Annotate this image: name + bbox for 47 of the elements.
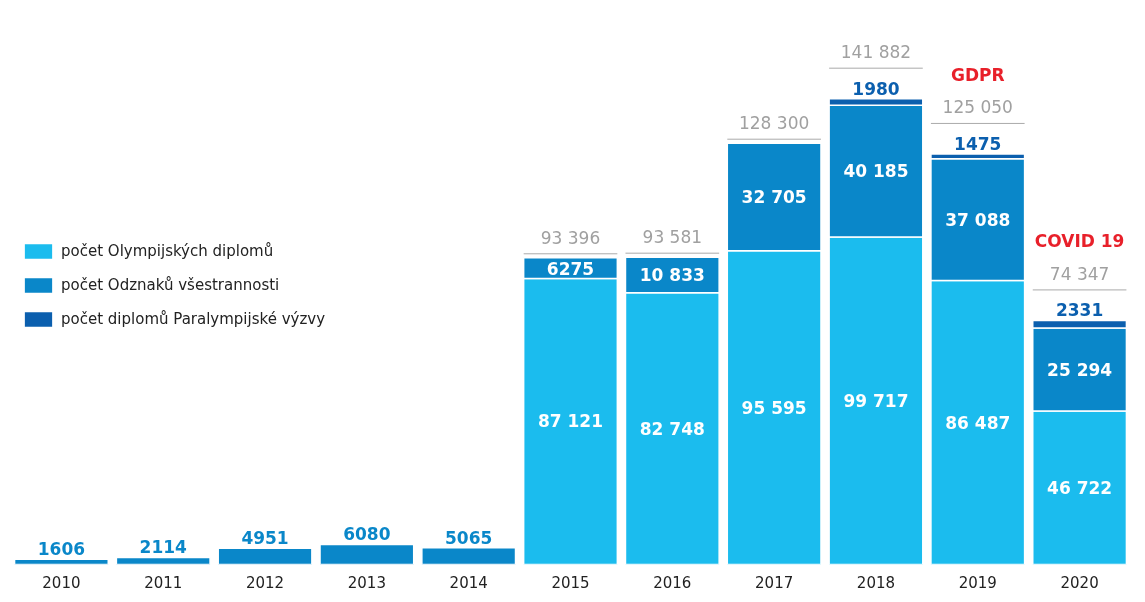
data-label: 6275	[546, 258, 595, 279]
data-label: 82 748	[639, 418, 705, 439]
legend-label: počet Odznaků všestrannosti	[61, 275, 280, 294]
data-label: 10 833	[639, 265, 705, 286]
data-label: 25 294	[1047, 359, 1113, 380]
x-tick-label: 2018	[856, 573, 896, 592]
x-tick-label: 2019	[958, 573, 997, 592]
data-label: 1475	[954, 133, 1002, 154]
data-label: 95 595	[741, 397, 807, 418]
x-tick-label: 2013	[347, 573, 386, 592]
x-tick-label: 2010	[42, 573, 81, 592]
data-label: 2331	[1055, 300, 1104, 321]
data-label: 32 705	[741, 186, 807, 207]
bar	[13, 558, 109, 565]
x-tick-label: 2014	[449, 573, 488, 592]
data-label: 40 185	[843, 161, 909, 182]
legend-label: počet diplomů Paralympijské výzvy	[61, 309, 326, 328]
data-label: 87 121	[537, 411, 604, 432]
total-label: 128 300	[738, 113, 810, 134]
total-label: 125 050	[942, 97, 1013, 118]
data-label: 1980	[852, 78, 900, 99]
total-label: 141 882	[840, 42, 912, 63]
annotation: COVID 19	[1034, 231, 1125, 252]
bar	[421, 547, 517, 565]
data-label: 4951	[241, 528, 289, 549]
x-tick-label: 2017	[755, 573, 794, 592]
x-tick-label: 2020	[1060, 573, 1099, 592]
bar	[115, 556, 211, 565]
text: GDPR	[950, 64, 1005, 85]
total-label: 93 396	[540, 227, 601, 248]
legend-label: počet Olympijských diplomů	[61, 241, 274, 260]
x-tick-label: 2015	[551, 573, 590, 592]
bar	[217, 547, 313, 565]
data-label: 99 717	[843, 390, 909, 411]
data-label: 6080	[343, 524, 391, 545]
total-label: 74 347	[1049, 263, 1110, 284]
x-tick-label: 2016	[653, 573, 692, 592]
data-label: 37 088	[945, 209, 1011, 230]
bar	[319, 543, 415, 565]
data-label: 46 722	[1047, 477, 1113, 498]
data-label: 1606	[37, 539, 86, 560]
x-tick-label: 2012	[245, 573, 285, 592]
x-tick-label: 2011	[144, 573, 183, 592]
data-label: 2114	[139, 537, 188, 558]
total-label: 93 581	[642, 227, 703, 248]
data-label: 86 487	[945, 412, 1011, 433]
data-label: 5065	[445, 527, 493, 548]
